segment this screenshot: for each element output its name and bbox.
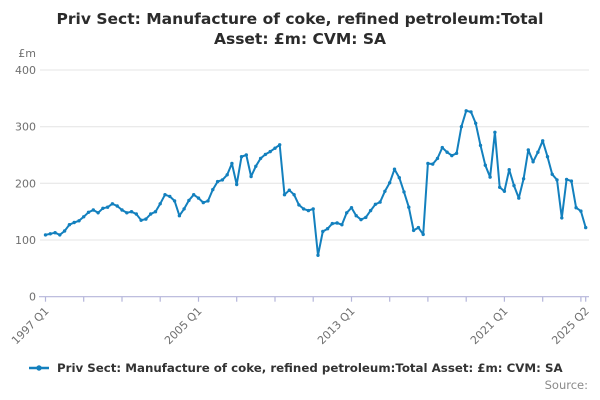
svg-text:400: 400 <box>15 64 36 77</box>
svg-text:200: 200 <box>15 177 36 190</box>
svg-text:100: 100 <box>15 234 36 247</box>
legend-line-marker-icon <box>28 363 50 373</box>
svg-text:2021 Q1: 2021 Q1 <box>468 305 511 348</box>
svg-text:£m: £m <box>18 47 36 60</box>
svg-text:2025 Q2: 2025 Q2 <box>549 305 592 348</box>
svg-text:300: 300 <box>15 121 36 134</box>
legend: Priv Sect: Manufacture of coke, refined … <box>28 361 593 375</box>
chart-title: Priv Sect: Manufacture of coke, refined … <box>56 10 544 49</box>
svg-text:2013 Q1: 2013 Q1 <box>315 305 358 348</box>
svg-text:1997 Q1: 1997 Q1 <box>9 305 52 348</box>
source-label: Source: <box>544 378 588 392</box>
legend-label: Priv Sect: Manufacture of coke, refined … <box>57 361 563 375</box>
svg-text:2005 Q1: 2005 Q1 <box>162 305 205 348</box>
svg-text:0: 0 <box>29 291 36 304</box>
